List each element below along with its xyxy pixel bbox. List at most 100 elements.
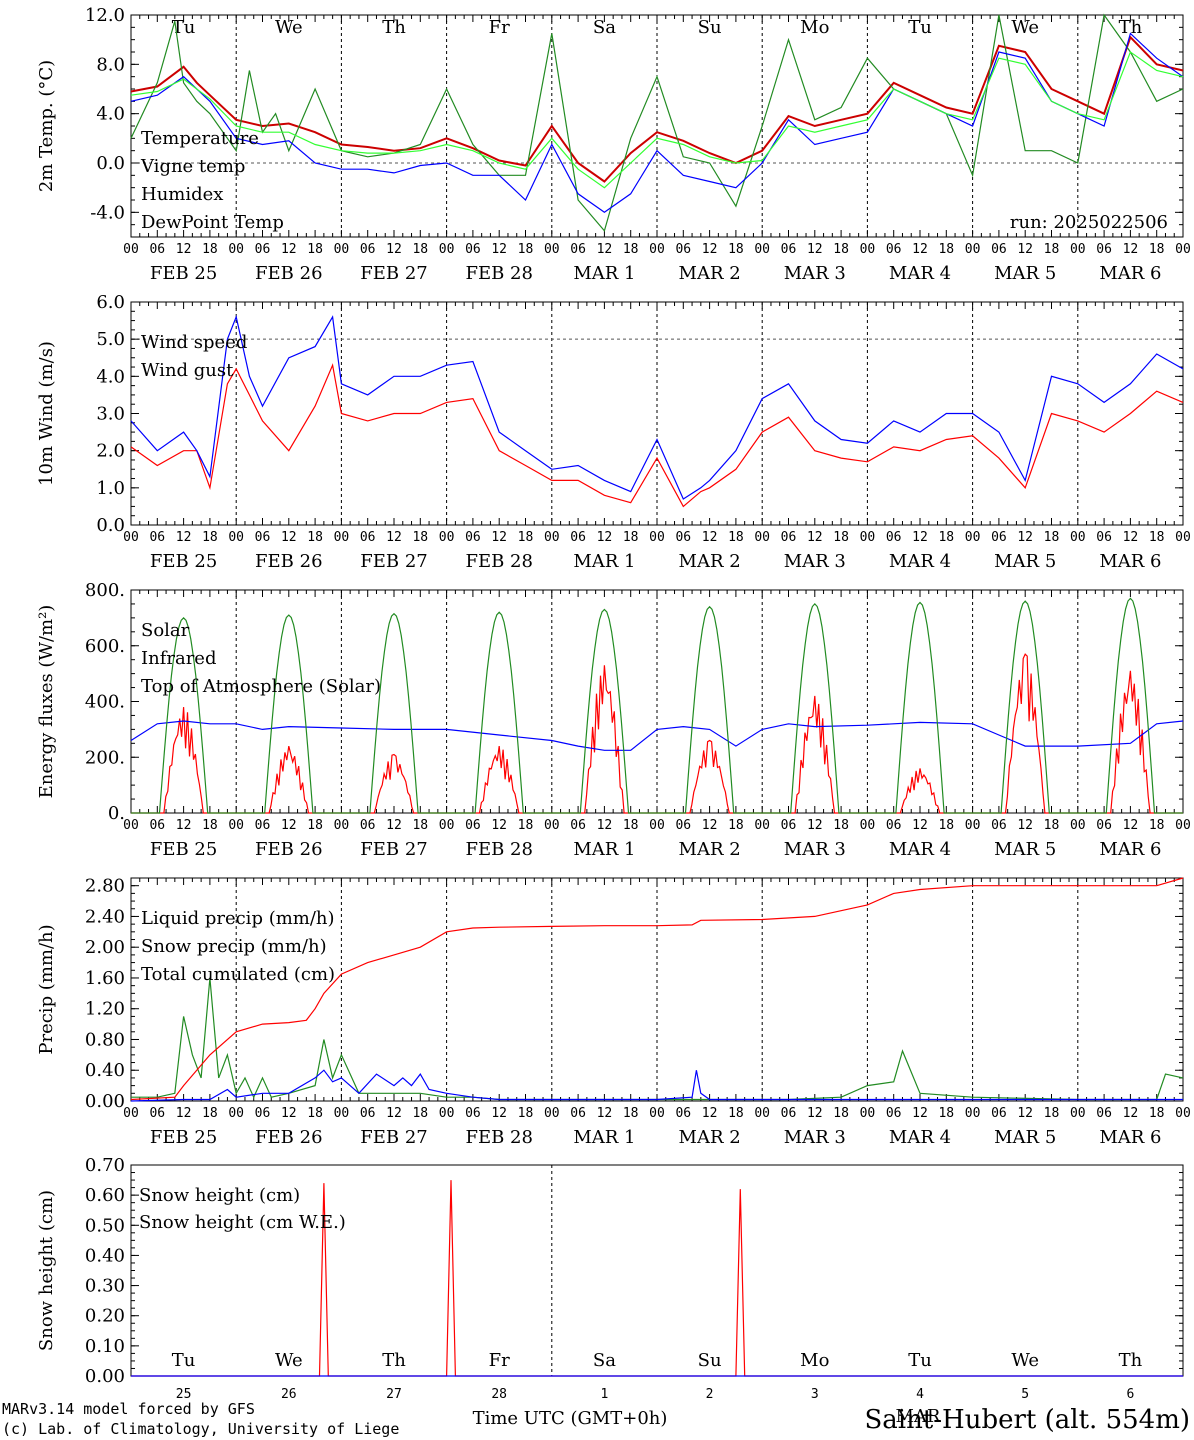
day-name-label: Th [1119,1350,1143,1371]
y-tick-label: 2.00 [85,937,125,958]
x-date-label: FEB 25 [150,1127,217,1148]
x-hour-label: 00 [334,818,350,833]
x-hour-label: 06 [360,242,376,257]
x-hour-label: 12 [1017,818,1033,833]
x-hour-label: 18 [518,530,534,545]
x-hour-label: 06 [675,1106,691,1121]
series-line-total-cumulated-cm- [130,877,1184,1101]
x-hour-label: 18 [623,242,639,257]
x-hour-label: 18 [623,1106,639,1121]
x-hour-label: 12 [597,530,613,545]
x-hour-label: 06 [255,530,271,545]
y-axis-label: Precip (mm/h) [36,924,57,1054]
x-hour-label: 00 [228,818,244,833]
y-tick-label: 2.40 [85,906,125,927]
x-date-label: FEB 28 [465,839,532,860]
x-hour-label: 12 [176,1106,192,1121]
day-name-label: Mo [800,17,829,38]
legend-entry: Humidex [141,184,223,205]
x-hour-label: 06 [991,818,1007,833]
x-hour-label: 06 [991,1106,1007,1121]
x-hour-label: 12 [597,1106,613,1121]
x-date-label: MAR 6 [1099,839,1161,860]
x-hour-label: 06 [991,242,1007,257]
y-tick-label: 0.10 [85,1336,125,1357]
x-date-label: MAR 4 [889,1127,951,1148]
x-hour-label: 00 [649,818,665,833]
x-date-label: MAR 5 [994,263,1056,284]
day-name-label: Th [382,17,406,38]
x-hour-label: 00 [965,1106,981,1121]
x-hour-label: 00 [754,530,770,545]
x-hour-label: 00 [965,818,981,833]
x-date-label: FEB 27 [360,263,427,284]
x-hour-label: 00 [544,530,560,545]
y-tick-label: 600. [85,636,125,657]
x-hour-label: 00 [439,818,455,833]
x-hour-label: 18 [412,530,428,545]
x-hour-label: 06 [360,818,376,833]
legend-entry: Top of Atmosphere (Solar) [141,676,381,697]
x-date-label: MAR 2 [679,263,741,284]
x-date-label: FEB 28 [465,1127,532,1148]
x-hour-label: 06 [255,818,271,833]
x-hour-label: 18 [1044,1106,1060,1121]
x-hour-label: 18 [938,1106,954,1121]
x-hour-label: 06 [149,818,165,833]
day-name-label: We [1011,17,1039,38]
series-line-humidex [130,32,1184,214]
y-axis-label: Snow height (cm) [36,1190,57,1351]
x-hour-label: 06 [465,530,481,545]
day-name-label: Fr [489,17,510,38]
x-hour-label: 00 [439,1106,455,1121]
x-hour-label: 18 [307,530,323,545]
y-axis-label: 10m Wind (m/s) [36,341,57,486]
legend-entry: Vigne temp [140,156,245,177]
legend-entry: Solar [141,620,190,641]
x-date-label: MAR 2 [679,551,741,572]
x-date-label: MAR 1 [573,263,635,284]
x-hour-label: 00 [649,242,665,257]
day-name-label: Th [382,1350,406,1371]
x-hour-label: 12 [702,242,718,257]
y-tick-label: 12.0 [85,5,125,26]
legend-entry: Temperature [141,128,259,149]
x-hour-label: 12 [597,818,613,833]
x-hour-label: 00 [334,530,350,545]
y-tick-label: 800. [85,580,125,601]
x-hour-label: 12 [386,530,402,545]
series-line-snow-height-cm- [131,1180,1183,1377]
x-hour-label: 12 [912,818,928,833]
day-number-label: 28 [491,1387,507,1402]
y-tick-label: 4.0 [96,366,125,387]
x-hour-label: 00 [965,530,981,545]
day-number-label: 5 [1021,1387,1029,1402]
x-hour-label: 18 [833,530,849,545]
x-hour-label: 12 [1123,530,1139,545]
x-hour-label: 12 [1123,242,1139,257]
x-hour-label: 18 [623,818,639,833]
x-date-label: MAR 1 [573,551,635,572]
day-number-label: 1 [600,1387,608,1402]
x-hour-label: 06 [465,1106,481,1121]
x-date-label: MAR 1 [573,839,635,860]
day-name-label: Th [1119,17,1143,38]
y-tick-label: 0.70 [85,1155,125,1176]
day-name-label: Tu [172,17,196,38]
x-hour-label: 18 [833,818,849,833]
month-label: MAR [896,1406,941,1427]
x-hour-label: 06 [570,818,586,833]
x-hour-label: 06 [465,242,481,257]
x-hour-label: 12 [281,1106,297,1121]
x-hour-label: 00 [334,242,350,257]
x-hour-label: 12 [702,818,718,833]
day-name-label: Tu [172,1350,196,1371]
y-tick-label: 1.20 [85,999,125,1020]
y-tick-label: 0.30 [85,1276,125,1297]
x-date-label: FEB 25 [150,551,217,572]
series-line-wind-speed [130,363,1184,508]
y-tick-label: 0.00 [85,1366,125,1387]
x-date-label: MAR 3 [784,1127,846,1148]
x-date-label: FEB 27 [360,1127,427,1148]
x-hour-label: 12 [702,530,718,545]
